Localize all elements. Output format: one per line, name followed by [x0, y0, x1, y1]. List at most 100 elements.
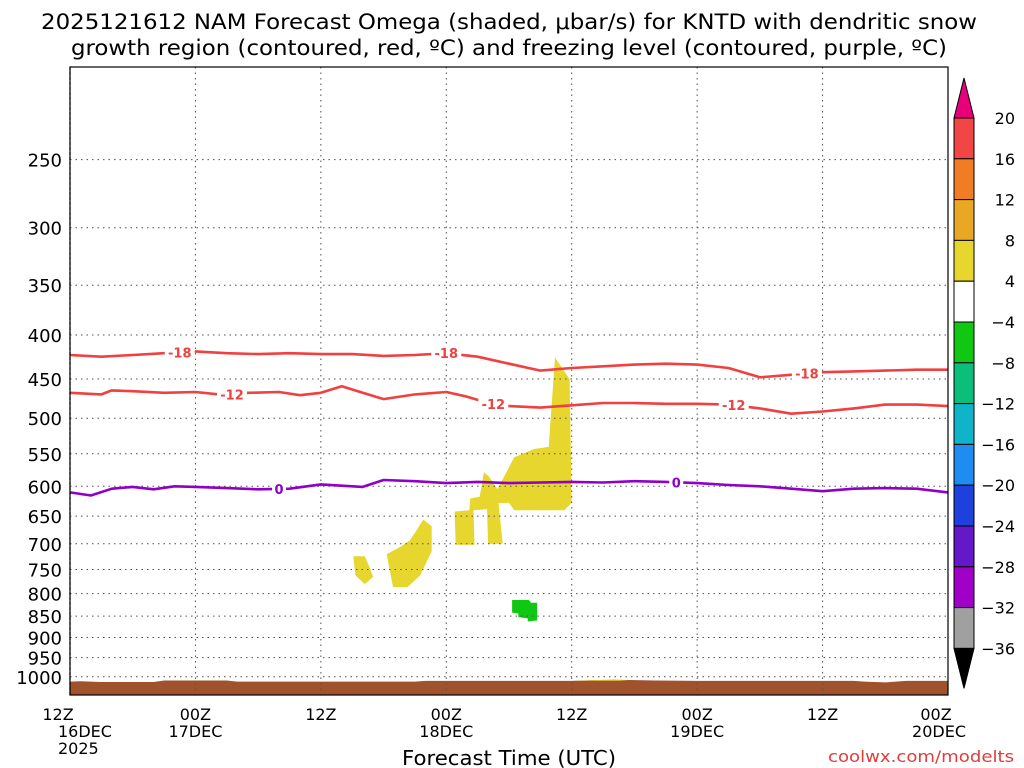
- contour-label--18-1: -18: [435, 347, 459, 362]
- contour-label--12-0: -12: [220, 389, 244, 404]
- y-tick-300: 300: [28, 219, 62, 240]
- chart-title: 2025121612 NAM Forecast Omega (shaded, μ…: [41, 10, 977, 60]
- colorbar-label-0: 20: [995, 109, 1015, 128]
- colorbar-segment-10: [953, 525, 975, 568]
- colorbar: 20 16 12 8 4 −4 −8 −12 −16 −20 −24 −28 −32 −36: [953, 77, 1015, 689]
- colorbar-label-10: −24: [981, 517, 1015, 536]
- colorbar-label-6: −8: [991, 354, 1015, 373]
- contour-label-0-0: 0: [275, 483, 284, 498]
- y-tick-650: 650: [28, 507, 62, 528]
- omega-region-0: [454, 357, 572, 545]
- colorbar-segment-5: [953, 321, 975, 364]
- y-tick-700: 700: [28, 535, 62, 556]
- colorbar-label-11: −28: [981, 558, 1015, 577]
- x-axis-label: Forecast Time (UTC): [402, 746, 616, 768]
- contour-label-bg: [431, 345, 462, 362]
- contour--18: -18 -18 -18: [69, 344, 948, 383]
- contour-label--12-1: -12: [482, 398, 506, 413]
- y-tick-550: 550: [28, 445, 62, 466]
- y-tick-950: 950: [28, 649, 62, 670]
- colorbar-label-4: 4: [1005, 272, 1015, 291]
- x-tick-24-line-0: 12Z: [305, 705, 336, 724]
- y-tick-350: 350: [28, 276, 62, 297]
- x-tick-0-line-1: 16DEC: [58, 722, 112, 741]
- y-tick-800: 800: [28, 585, 62, 606]
- colorbar-segment-2: [953, 199, 975, 241]
- x-tick-0-line-2: 2025: [58, 739, 99, 758]
- title-line-1: 2025121612 NAM Forecast Omega (shaded, μ…: [41, 10, 977, 34]
- y-axis-tick-labels: 2503003504004505005506006507007508008509…: [16, 151, 62, 689]
- x-tick-60-line-1: 19DEC: [670, 722, 724, 741]
- colorbar-label-12: −32: [981, 599, 1015, 618]
- colorbar-label-2: 12: [995, 191, 1015, 210]
- contour-line-2: [69, 478, 949, 497]
- omega-region-1: [386, 519, 432, 587]
- omega-region-2: [353, 556, 374, 585]
- colorbar-label-7: −12: [981, 395, 1015, 414]
- omega-region-3: [512, 600, 538, 622]
- x-tick-60-line-0: 00Z: [681, 705, 712, 724]
- colorbar-label-8: −16: [981, 435, 1015, 454]
- contour-label-bg: [164, 344, 195, 361]
- contour--12: -12 -12 -12: [69, 385, 949, 415]
- y-tick-900: 900: [28, 628, 62, 649]
- colorbar-label-1: 16: [995, 150, 1015, 169]
- surface-terrain: [70, 679, 948, 695]
- colorbar-segment-1: [953, 158, 975, 201]
- y-tick-1000: 1000: [16, 668, 62, 689]
- x-tick-84-line-1: 20DEC: [912, 722, 966, 741]
- colorbar-bottom-arrow: [953, 647, 975, 689]
- x-tick-72-line-0: 12Z: [807, 705, 838, 724]
- colorbar-label-13: −36: [981, 639, 1015, 658]
- contour-label-bg: [217, 386, 248, 403]
- colorbar-segment-3: [953, 239, 975, 282]
- x-tick-12-line-0: 00Z: [180, 705, 211, 724]
- grid: [70, 67, 948, 695]
- colorbar-segment-7: [953, 403, 975, 445]
- y-tick-250: 250: [28, 151, 62, 172]
- title-line-2: growth region (contoured, red, ºC) and f…: [71, 36, 947, 60]
- y-tick-600: 600: [28, 477, 62, 498]
- y-tick-400: 400: [28, 326, 62, 347]
- colorbar-segment-8: [953, 443, 975, 486]
- y-tick-850: 850: [28, 607, 62, 628]
- colorbar-label-5: −4: [991, 313, 1015, 332]
- contour-label-bg: [478, 395, 509, 412]
- contour-lines: -18 -18-18-12-12 -120 0: [69, 344, 949, 498]
- colorbar-label-3: 8: [1005, 231, 1015, 250]
- x-tick-0-line-0: 12Z: [42, 705, 73, 724]
- plot-frame: [69, 66, 949, 696]
- contour-label-bg: [791, 365, 822, 382]
- colorbar-segment-12: [953, 607, 975, 649]
- y-tick-450: 450: [28, 370, 62, 391]
- plot-border: [69, 66, 949, 696]
- x-tick-36-line-0: 00Z: [431, 705, 462, 724]
- colorbar-segment-4: [953, 280, 975, 323]
- x-tick-12-line-1: 17DEC: [168, 722, 222, 741]
- colorbar-segment-9: [953, 484, 975, 527]
- contour-label--18-2: -18: [795, 368, 819, 383]
- contour-label-0-1: 0: [672, 476, 681, 491]
- colorbar-label-9: −20: [981, 476, 1015, 495]
- omega-shading: [70, 357, 948, 695]
- contour-line-1: [69, 385, 949, 415]
- contour-label-bg: [272, 480, 287, 497]
- x-tick-48-line-0: 12Z: [556, 705, 587, 724]
- contour-label-bg: [669, 474, 684, 491]
- credit-text: coolwx.com/modelts: [828, 747, 1014, 766]
- contour-label--12-2: -12: [722, 399, 746, 414]
- colorbar-top-arrow: [953, 77, 975, 119]
- x-tick-84-line-0: 00Z: [920, 705, 951, 724]
- colorbar-segment-0: [953, 117, 975, 160]
- omega-region-5: [574, 680, 630, 681]
- contour-label--18-0: -18: [168, 346, 192, 361]
- colorbar-segment-6: [953, 362, 975, 405]
- y-tick-750: 750: [28, 560, 62, 581]
- x-tick-36-line-1: 18DEC: [419, 722, 473, 741]
- y-tick-500: 500: [28, 409, 62, 430]
- contour-label-bg: [718, 397, 749, 414]
- colorbar-segment-11: [953, 566, 975, 609]
